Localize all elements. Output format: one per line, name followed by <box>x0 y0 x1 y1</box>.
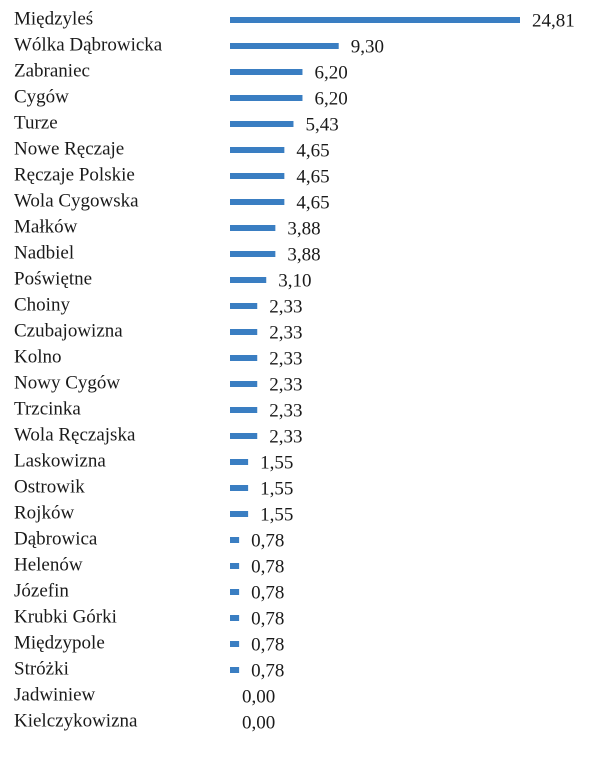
value-label: 2,33 <box>269 296 302 317</box>
bar <box>230 407 258 413</box>
category-label: Kielczykowizna <box>14 710 138 731</box>
value-label: 0,78 <box>251 556 284 577</box>
value-label: 2,33 <box>269 426 302 447</box>
value-label: 2,33 <box>269 322 302 343</box>
bar <box>230 303 258 309</box>
value-label: 6,20 <box>314 62 347 83</box>
bar <box>230 173 285 179</box>
category-label: Krubki Górki <box>14 606 117 627</box>
category-label: Cygów <box>14 86 69 107</box>
category-label: Jadwiniew <box>14 684 96 705</box>
category-label: Ręczaje Polskie <box>14 164 135 185</box>
bar <box>230 511 249 517</box>
value-label: 1,55 <box>260 478 293 499</box>
value-label: 3,88 <box>287 244 320 265</box>
value-label: 24,81 <box>532 10 575 31</box>
bar <box>230 251 276 257</box>
bar <box>230 667 240 673</box>
bar <box>230 563 240 569</box>
bar <box>230 199 285 205</box>
bar <box>230 615 240 621</box>
category-label: Helenów <box>14 554 83 575</box>
bar <box>230 329 258 335</box>
value-label: 3,10 <box>278 270 311 291</box>
bar <box>230 69 303 75</box>
value-label: 2,33 <box>269 374 302 395</box>
category-label: Zabraniec <box>14 60 90 81</box>
value-label: 2,33 <box>269 348 302 369</box>
category-label: Wola Cygowska <box>14 190 139 211</box>
category-label: Wola Ręczajska <box>14 424 136 445</box>
value-label: 0,00 <box>242 712 275 733</box>
category-label: Nadbiel <box>14 242 74 263</box>
bar <box>230 147 285 153</box>
value-label: 0,78 <box>251 608 284 629</box>
value-label: 1,55 <box>260 452 293 473</box>
bar <box>230 433 258 439</box>
value-label: 4,65 <box>296 140 329 161</box>
category-label: Trzcinka <box>14 398 81 419</box>
bar <box>230 95 303 101</box>
category-label: Nowe Ręczaje <box>14 138 124 159</box>
category-label: Wólka Dąbrowicka <box>14 34 163 55</box>
value-label: 6,20 <box>314 88 347 109</box>
category-label: Turze <box>14 112 58 133</box>
category-label: Międzypole <box>14 632 105 653</box>
category-label: Kolno <box>14 346 62 367</box>
bar <box>230 121 294 127</box>
bar <box>230 485 249 491</box>
category-label: Józefin <box>14 580 69 601</box>
value-label: 4,65 <box>296 166 329 187</box>
value-label: 0,78 <box>251 582 284 603</box>
value-label: 0,78 <box>251 530 284 551</box>
category-label: Ostrowik <box>14 476 85 497</box>
category-label: Stróżki <box>14 658 69 679</box>
value-label: 0,78 <box>251 634 284 655</box>
value-label: 0,00 <box>242 686 275 707</box>
value-label: 3,88 <box>287 218 320 239</box>
bar <box>230 43 339 49</box>
bar <box>230 17 520 23</box>
value-label: 9,30 <box>351 36 384 57</box>
bar <box>230 355 258 361</box>
value-label: 5,43 <box>305 114 338 135</box>
category-label: Dąbrowica <box>14 528 98 549</box>
category-label: Międzyleś <box>14 8 93 29</box>
value-label: 1,55 <box>260 504 293 525</box>
category-label: Choiny <box>14 294 70 315</box>
category-label: Czubajowizna <box>14 320 123 341</box>
category-label: Nowy Cygów <box>14 372 120 393</box>
category-label: Poświętne <box>14 268 92 289</box>
bar <box>230 225 276 231</box>
bar <box>230 589 240 595</box>
value-label: 2,33 <box>269 400 302 421</box>
bar <box>230 459 249 465</box>
bar <box>230 537 240 543</box>
category-label: Laskowizna <box>14 450 106 471</box>
bar <box>230 381 258 387</box>
value-label: 0,78 <box>251 660 284 681</box>
bar <box>230 641 240 647</box>
value-label: 4,65 <box>296 192 329 213</box>
category-label: Małków <box>14 216 78 237</box>
bar <box>230 277 267 283</box>
category-label: Rojków <box>14 502 74 523</box>
